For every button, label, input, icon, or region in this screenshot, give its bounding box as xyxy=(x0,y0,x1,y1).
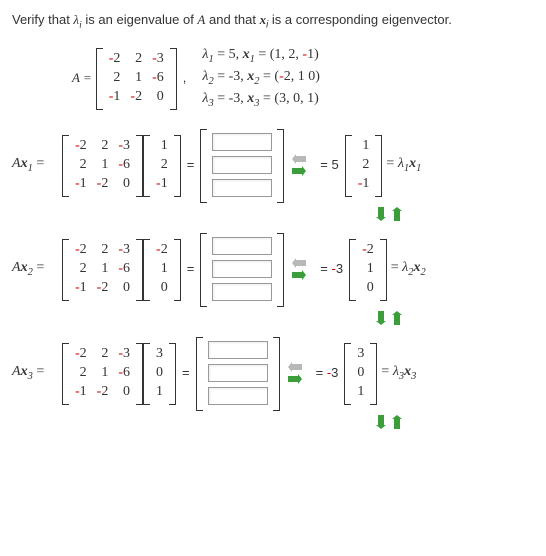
answer-input[interactable] xyxy=(212,260,272,278)
nav-arrows-vertical[interactable] xyxy=(244,207,534,221)
answer-input[interactable] xyxy=(212,283,272,301)
nav-arrows-horizontal[interactable] xyxy=(292,154,306,176)
nav-arrows-horizontal[interactable] xyxy=(288,362,302,384)
answer-input[interactable] xyxy=(208,387,268,405)
nav-arrows-horizontal[interactable] xyxy=(292,258,306,280)
matrix-A: -22-321-6-1-20 xyxy=(96,48,177,108)
eigen-definitions: λ1 = 5, x1 = (1, 2, -1)λ2 = -3, x2 = (-2… xyxy=(202,45,320,111)
answer-input[interactable] xyxy=(212,179,272,197)
A-label: A = xyxy=(72,70,92,86)
answer-input[interactable] xyxy=(212,133,272,151)
answer-input[interactable] xyxy=(208,364,268,382)
nav-arrows-vertical[interactable] xyxy=(244,415,534,429)
nav-arrows-vertical[interactable] xyxy=(244,311,534,325)
equation-row: Ax1 =-22-321-6-1-2012-1== 512-1 = λ1x1 xyxy=(12,129,534,201)
equation-row: Ax2 =-22-321-6-1-20-210== -3-210 = λ2x2 xyxy=(12,233,534,305)
answer-input[interactable] xyxy=(212,156,272,174)
equation-row: Ax3 =-22-321-6-1-20301== -3301 = λ3x3 xyxy=(12,337,534,409)
matrix-definition-row: A = -22-321-6-1-20 , λ1 = 5, x1 = (1, 2,… xyxy=(72,45,534,111)
answer-input[interactable] xyxy=(208,341,268,359)
answer-input[interactable] xyxy=(212,237,272,255)
question-text: Verify that λi is an eigenvalue of A and… xyxy=(12,12,534,31)
